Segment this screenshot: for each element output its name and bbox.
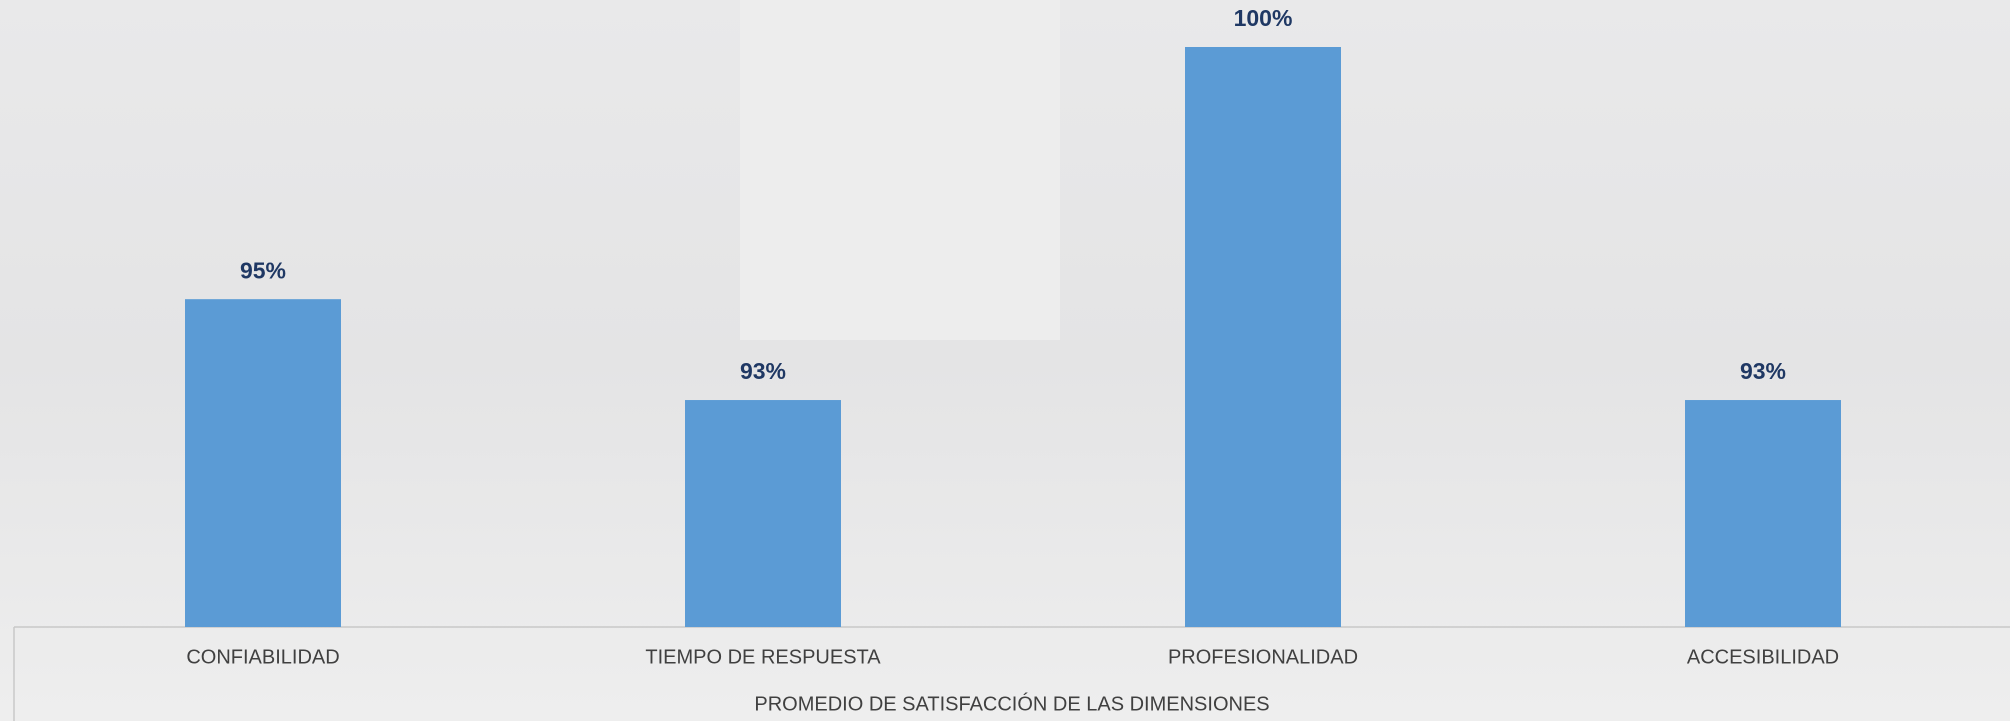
chart: PROMEDIO DE SATISFACCIÓN DE LAS DIMENSIO… — [0, 0, 2010, 721]
value-label: 95% — [240, 257, 286, 283]
bar — [185, 299, 341, 627]
bar — [1185, 47, 1341, 627]
bar — [1685, 400, 1841, 627]
x-tick-label: CONFIABILIDAD — [186, 646, 339, 668]
value-label: 93% — [740, 358, 786, 384]
page: PROMEDIO DE SATISFACCIÓN DE LAS DIMENSIO… — [0, 0, 2010, 721]
x-tick-label: TIEMPO DE RESPUESTA — [645, 646, 881, 668]
value-label: 93% — [1740, 358, 1786, 384]
value-label: 100% — [1234, 5, 1293, 31]
background-building — [740, 0, 1060, 340]
x-tick-label: ACCESIBILIDAD — [1687, 646, 1839, 668]
x-tick-label: PROFESIONALIDAD — [1168, 646, 1358, 668]
bar — [685, 400, 841, 627]
x-axis-title: PROMEDIO DE SATISFACCIÓN DE LAS DIMENSIO… — [754, 692, 1269, 715]
